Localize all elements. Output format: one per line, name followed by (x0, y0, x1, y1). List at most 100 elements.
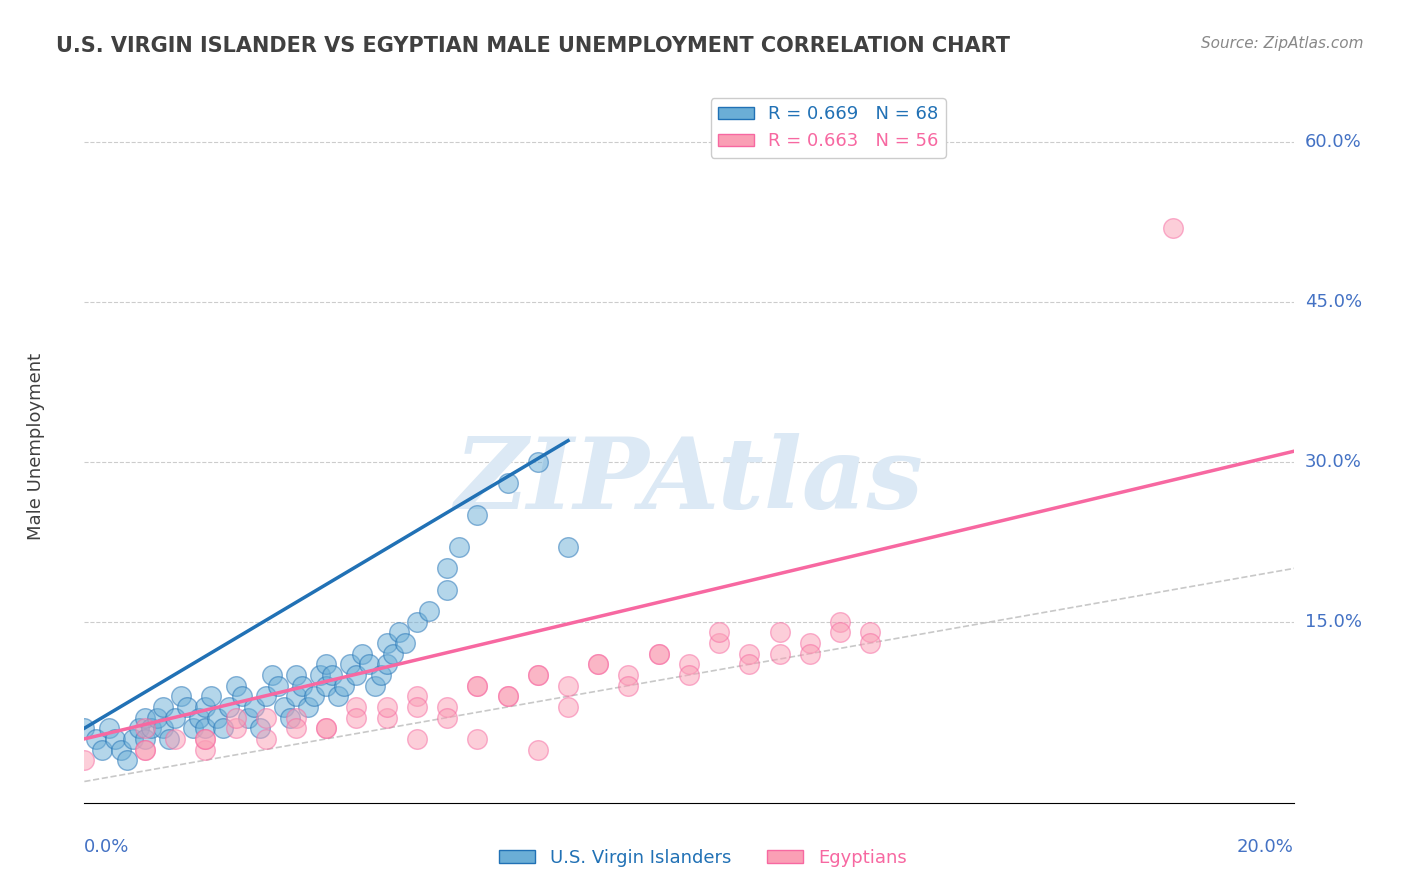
Point (207, 710, 229, 724)
Point (394, 636, 416, 650)
Point (526, 668, 548, 682)
Point (526, 455, 548, 469)
Point (375, 710, 398, 724)
Point (315, 657, 337, 672)
Point (1161, 220, 1184, 235)
Point (134, 721, 156, 735)
Point (467, 508, 489, 523)
Point (157, 731, 180, 746)
Point (346, 668, 368, 682)
Point (647, 647, 671, 661)
Point (170, 690, 193, 704)
Point (526, 668, 548, 682)
Point (769, 647, 792, 661)
Point (152, 700, 174, 714)
Point (830, 615, 852, 629)
Text: 45.0%: 45.0% (1305, 293, 1362, 311)
Point (363, 679, 385, 693)
Legend: R = 0.669   N = 68, R = 0.663   N = 56: R = 0.669 N = 68, R = 0.663 N = 56 (710, 98, 946, 158)
Point (678, 657, 700, 672)
Point (406, 615, 429, 629)
Point (496, 476, 519, 491)
Point (194, 742, 217, 756)
Point (467, 679, 489, 693)
Point (73, 721, 96, 735)
Point (588, 657, 610, 672)
Point (738, 647, 761, 661)
Point (194, 700, 217, 714)
Point (617, 668, 640, 682)
Point (388, 625, 411, 640)
Point (134, 742, 156, 756)
Point (218, 700, 240, 714)
Point (236, 710, 259, 724)
Point (194, 721, 217, 735)
Point (315, 721, 337, 735)
Point (859, 625, 882, 640)
Point (709, 636, 731, 650)
Point (302, 690, 325, 704)
Point (436, 700, 458, 714)
Text: 30.0%: 30.0% (1305, 453, 1361, 471)
Point (225, 721, 247, 735)
Point (738, 657, 761, 672)
Point (328, 690, 350, 704)
Point (588, 657, 610, 672)
Point (406, 731, 429, 746)
Point (467, 679, 489, 693)
Point (254, 731, 277, 746)
Point (163, 710, 186, 724)
Point (678, 668, 700, 682)
Point (134, 710, 156, 724)
Point (284, 668, 308, 682)
Point (194, 731, 217, 746)
Point (859, 636, 882, 650)
Point (134, 731, 156, 746)
Point (557, 540, 579, 554)
Point (709, 625, 731, 640)
Point (194, 731, 217, 746)
Point (370, 668, 392, 682)
Point (212, 721, 235, 735)
Point (333, 679, 356, 693)
Text: Male Unemployment: Male Unemployment (27, 352, 45, 540)
Point (284, 690, 308, 704)
Point (163, 731, 186, 746)
Point (526, 742, 548, 756)
Point (284, 721, 308, 735)
Text: 60.0%: 60.0% (1305, 134, 1361, 152)
Point (557, 700, 579, 714)
Point (315, 679, 337, 693)
Point (830, 625, 852, 640)
Point (357, 657, 380, 672)
Point (799, 647, 821, 661)
Point (225, 679, 247, 693)
Point (346, 700, 368, 714)
Point (557, 679, 579, 693)
Point (769, 625, 792, 640)
Point (273, 700, 295, 714)
Point (242, 700, 264, 714)
Point (467, 731, 489, 746)
Point (254, 690, 277, 704)
Point (115, 753, 138, 767)
Point (436, 710, 458, 724)
Point (97, 721, 120, 735)
Point (406, 700, 429, 714)
Legend: U.S. Virgin Islanders, Egyptians: U.S. Virgin Islanders, Egyptians (492, 842, 914, 874)
Text: ZIPAtlas: ZIPAtlas (454, 434, 924, 530)
Point (110, 742, 132, 756)
Point (291, 679, 314, 693)
Point (321, 668, 343, 682)
Point (86, 731, 108, 746)
Text: Source: ZipAtlas.com: Source: ZipAtlas.com (1201, 36, 1364, 51)
Point (375, 636, 398, 650)
Text: 20.0%: 20.0% (1237, 838, 1294, 856)
Point (297, 700, 319, 714)
Point (381, 647, 404, 661)
Point (339, 657, 361, 672)
Point (188, 710, 211, 724)
Point (121, 731, 143, 746)
Point (406, 690, 429, 704)
Point (152, 721, 174, 735)
